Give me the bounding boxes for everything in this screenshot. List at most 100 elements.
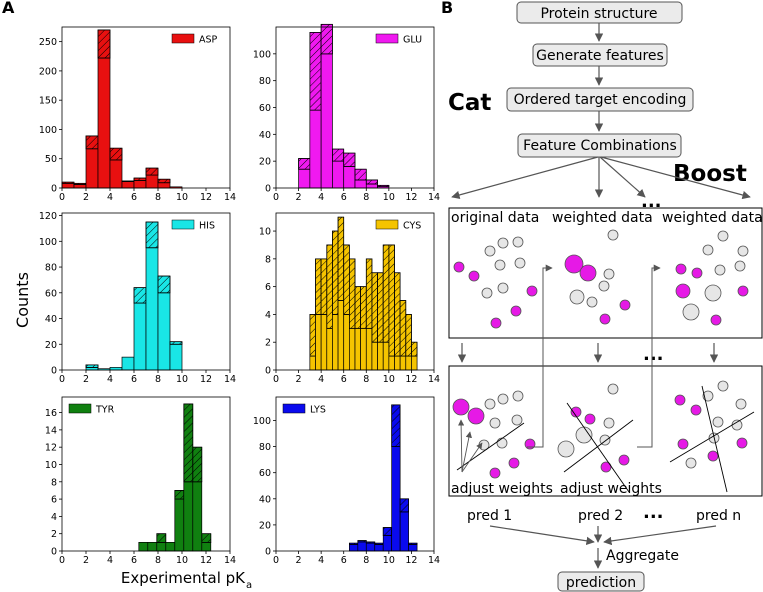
y-tick-label: 150	[39, 96, 57, 107]
positive-sample-dot	[526, 285, 538, 297]
x-tick-label: 4	[107, 555, 113, 566]
y-tick-label: 120	[39, 211, 57, 222]
x-tick-label: 12	[405, 374, 417, 385]
lys-bar-hatch	[357, 540, 367, 543]
cys-bar-solid	[371, 341, 378, 371]
positive-sample-dot	[690, 404, 702, 416]
lys-bar-solid	[391, 446, 401, 552]
asp-bar-solid	[97, 57, 111, 189]
lys-bar-solid	[365, 542, 376, 552]
cys-bar-solid	[332, 314, 339, 371]
glu-bar-solid	[365, 183, 378, 189]
glu-bar-hatch	[343, 152, 356, 167]
label-pred-n: pred n	[696, 508, 741, 524]
positive-sample-dot	[510, 305, 522, 317]
negative-sample-dot	[704, 284, 722, 302]
cys-bar-hatch	[309, 314, 316, 357]
data-points-bottom	[452, 380, 748, 479]
label-adjust-weights-2: adjust weights	[560, 481, 662, 497]
histogram-his: 0 2 4 6 8 10 12 14 0 20 40 60 80 100 120 HIS	[39, 211, 236, 385]
y-tick-label: 0	[51, 547, 57, 558]
glu-bar-solid	[343, 166, 356, 189]
y-tick-label: 250	[39, 37, 57, 48]
y-tick-label: 20	[45, 340, 57, 351]
cys-bar-solid	[354, 327, 361, 371]
y-tick-label: 40	[259, 130, 271, 141]
y-axis-label: Counts	[13, 272, 32, 328]
y-tick-label: 8	[51, 477, 57, 488]
glu-bar-hatch	[377, 184, 390, 188]
cys-bar-hatch	[349, 258, 356, 329]
lys-bar-hatch	[408, 542, 418, 545]
asp-bar-hatch	[73, 182, 87, 185]
cys-bar-solid	[365, 327, 373, 371]
asp-bar-hatch	[157, 178, 171, 184]
cys-bar-hatch	[399, 300, 407, 357]
x-tick-label: 14	[428, 192, 440, 203]
negative-sample-dot	[512, 390, 524, 402]
negative-sample-dot	[682, 303, 700, 321]
negative-sample-dot	[494, 259, 506, 271]
cys-bar-hatch	[371, 272, 378, 343]
glu-bar-hatch	[332, 148, 345, 162]
tyr-bar-hatch	[192, 446, 203, 483]
y-tick-label: 2	[265, 338, 271, 349]
positive-sample-dot	[675, 283, 691, 299]
lys-bar-hatch	[382, 527, 393, 536]
negative-sample-dot	[712, 416, 724, 428]
tyr-bar-hatch	[201, 533, 212, 543]
y-tick-label: 4	[265, 310, 271, 321]
x-tick-label: 0	[273, 374, 279, 385]
legend-label: GLU	[403, 35, 422, 46]
data-points-top	[453, 229, 749, 329]
output-prediction: prediction	[566, 575, 636, 591]
asp-bar-solid	[109, 159, 123, 189]
negative-sample-dot	[481, 287, 493, 299]
positive-sample-dot	[468, 270, 480, 282]
x-tick-label: 2	[83, 192, 89, 203]
cys-bar-hatch	[326, 244, 333, 329]
ellipsis-middle: ...	[643, 344, 664, 365]
negative-sample-dot	[685, 457, 697, 469]
cat-label: Cat	[448, 90, 491, 116]
positive-sample-dot	[570, 406, 582, 418]
label-weighted-data-1: weighted data	[552, 210, 653, 226]
positive-sample-dot	[736, 437, 748, 449]
label-pred-1: pred 1	[467, 508, 512, 524]
y-tick-label: 0	[51, 366, 57, 377]
cys-bar-solid	[360, 327, 367, 371]
x-tick-label: 6	[341, 192, 347, 203]
negative-sample-dot	[607, 383, 619, 395]
ellipsis-top: ...	[641, 191, 662, 212]
negative-sample-dot	[484, 245, 496, 257]
negative-sample-dot	[702, 244, 714, 256]
his-bar-hatch	[145, 221, 159, 249]
y-tick-label: 80	[45, 263, 57, 274]
tyr-bar-solid	[138, 541, 149, 552]
label-adjust-weights-1: adjust weights	[451, 481, 553, 497]
glu-bar-hatch	[309, 32, 322, 111]
lys-bar-solid	[408, 544, 418, 552]
x-tick-label: 12	[200, 374, 212, 385]
his-bar-hatch	[85, 364, 99, 368]
legend-label: TYR	[95, 405, 115, 416]
positive-sample-dot	[675, 263, 687, 275]
x-tick-label: 4	[107, 374, 113, 385]
cys-bar-solid	[394, 355, 401, 371]
step-ordered-target-encoding: Ordered target encoding	[514, 92, 687, 108]
y-tick-label: 8	[265, 254, 271, 265]
y-tick-label: 60	[259, 468, 271, 479]
cys-bar-solid	[377, 341, 384, 371]
positive-sample-dot	[707, 450, 719, 462]
lys-bar-solid	[382, 534, 393, 552]
x-tick-label: 8	[155, 555, 161, 566]
asp-bar-solid	[145, 174, 159, 189]
cys-bar-hatch	[377, 272, 384, 343]
asp-bar-hatch	[109, 147, 123, 161]
positive-sample-dot	[619, 299, 631, 311]
cys-bar-hatch	[360, 286, 367, 329]
y-tick-label: 50	[45, 154, 57, 165]
negative-sample-dot	[484, 398, 496, 410]
axes-frame	[275, 396, 435, 552]
